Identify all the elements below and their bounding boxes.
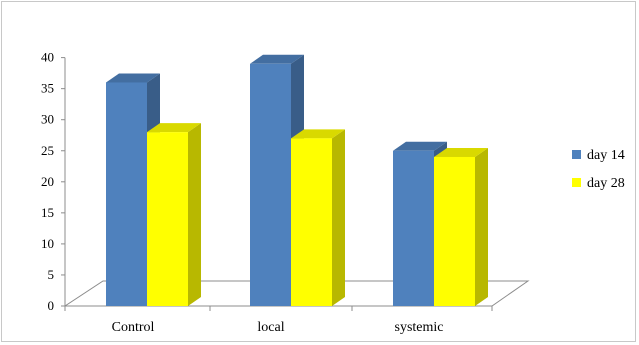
legend-label: day 28: [587, 176, 625, 191]
bar-top-face: [291, 129, 345, 139]
bar-side-face: [188, 123, 201, 307]
bar-front-face: [250, 63, 291, 307]
bar-top-face: [106, 73, 160, 83]
y-tick-label: 35: [41, 81, 54, 96]
bar-top-face: [250, 54, 304, 64]
y-tick-label: 40: [41, 50, 54, 65]
x-category-label: systemic: [395, 320, 444, 335]
bar-front-face: [291, 138, 332, 306]
legend-label: day 14: [587, 148, 625, 163]
bar-front-face: [393, 150, 434, 306]
bars: [106, 54, 488, 307]
legend-swatch: [572, 178, 581, 187]
bar-side-face: [332, 129, 345, 306]
y-tick-label: 25: [41, 143, 54, 158]
bar-front-face: [106, 82, 147, 306]
bar-systemic-day-28: [434, 147, 488, 306]
bar-front-face: [147, 132, 188, 306]
y-tick-label: 15: [41, 205, 54, 220]
bar-front-face: [434, 156, 475, 306]
bar-side-face: [475, 147, 488, 306]
axes: 0 5 10 15 20 25 30 35 40 Control local systemic: [41, 50, 493, 335]
bar-local-day-28: [291, 129, 345, 306]
bar-top-face: [393, 141, 447, 151]
bar-control-day-28: [147, 123, 201, 307]
bar-top-face: [434, 147, 488, 157]
legend: day 14 day 28: [572, 148, 625, 191]
legend-swatch: [572, 150, 581, 159]
y-tick-label: 0: [48, 298, 55, 313]
y-tick-label: 20: [41, 174, 54, 189]
y-tick-label: 5: [48, 267, 55, 282]
x-category-label: Control: [112, 320, 155, 335]
x-category-label: local: [257, 320, 284, 335]
bar-top-face: [147, 123, 201, 133]
y-tick-label: 30: [41, 112, 54, 127]
y-tick-label: 10: [41, 236, 54, 251]
